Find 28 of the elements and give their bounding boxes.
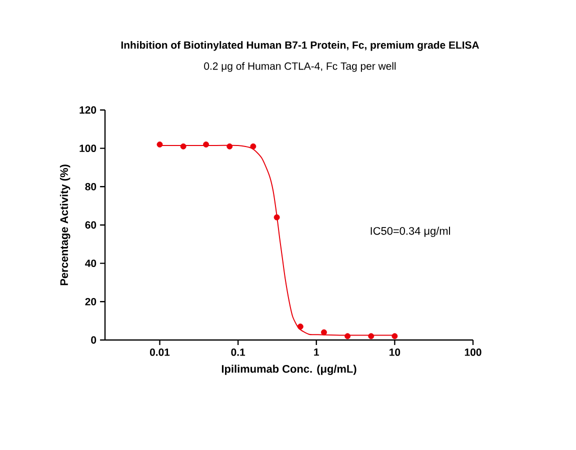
y-tick-label: 60 bbox=[85, 221, 96, 229]
y-tick-label: 100 bbox=[80, 144, 96, 152]
point bbox=[344, 333, 351, 340]
point bbox=[320, 329, 327, 336]
chart-subtitle: 0.2 μg of Human CTLA-4, Fc Tag per well bbox=[204, 62, 396, 72]
y-tick-label: 40 bbox=[85, 260, 96, 268]
point bbox=[250, 143, 256, 150]
point bbox=[392, 333, 398, 340]
point bbox=[368, 333, 374, 340]
chart-title: Inhibition of Biotinylated Human B7-1 Protein, Fc, premium grade ELISA bbox=[121, 41, 480, 51]
point bbox=[203, 141, 210, 148]
y-tick-label: 120 bbox=[80, 106, 96, 114]
x-axis-title: Ipilimumab Conc. (μg/mL) bbox=[222, 364, 356, 375]
y-tick-label: 80 bbox=[85, 182, 96, 190]
x-tick-label: 0.1 bbox=[231, 348, 246, 356]
point bbox=[156, 141, 163, 148]
y-tick-label: 20 bbox=[85, 298, 96, 306]
y-tick-label: 0 bbox=[91, 336, 96, 344]
x-tick-label: 1 bbox=[314, 348, 319, 356]
point bbox=[180, 143, 186, 150]
x-tick-label: 0.01 bbox=[150, 348, 170, 356]
x-tick-label: 10 bbox=[390, 348, 400, 356]
x-tick-label: 100 bbox=[464, 348, 482, 356]
point bbox=[274, 214, 280, 220]
annotation: IC50=0.34 μg/ml bbox=[370, 226, 450, 237]
y-axis-title: Percentage Activity (%) bbox=[60, 164, 70, 286]
point bbox=[297, 324, 304, 330]
point bbox=[226, 143, 233, 150]
